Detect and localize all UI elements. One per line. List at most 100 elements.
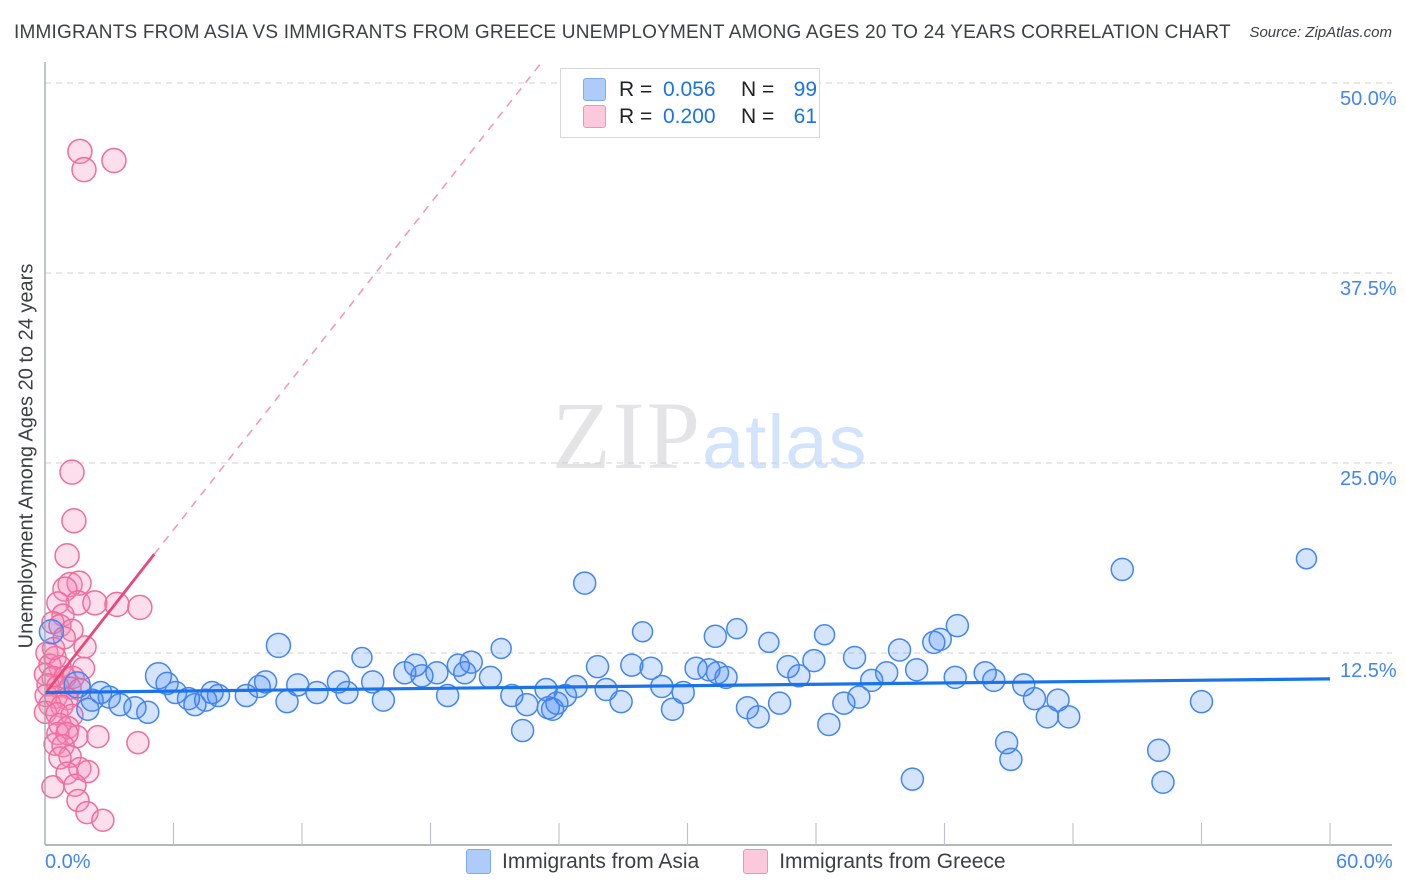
scatter-point-greece[interactable] <box>101 147 127 174</box>
scatter-point-asia[interactable] <box>478 665 503 690</box>
scatter-point-asia[interactable] <box>335 680 359 705</box>
scatter-point-asia[interactable] <box>945 613 970 638</box>
scatter-point-asia[interactable] <box>1295 548 1318 570</box>
scatter-point-greece[interactable] <box>41 775 65 799</box>
scatter-point-asia[interactable] <box>200 680 224 705</box>
scatter-point-asia[interactable] <box>1022 686 1047 711</box>
scatter-point-asia[interactable] <box>435 683 460 708</box>
scatter-point-greece[interactable] <box>52 576 78 602</box>
scatter-point-asia[interactable] <box>813 624 836 646</box>
zipatlas-watermark: ZIPatlas <box>552 388 868 491</box>
scatter-point-asia[interactable] <box>371 688 396 712</box>
scatter-point-asia[interactable] <box>247 674 271 699</box>
scatter-point-greece[interactable] <box>91 808 115 832</box>
scatter-point-asia[interactable] <box>1110 557 1135 582</box>
scatter-point-asia[interactable] <box>887 638 912 662</box>
scatter-point-asia[interactable] <box>206 683 231 708</box>
correlation-legend-row-asia: R = 0.056 N = 99 <box>561 76 819 103</box>
scatter-point-asia[interactable] <box>817 712 841 737</box>
scatter-point-asia[interactable] <box>510 718 535 743</box>
scatter-point-asia[interactable] <box>265 632 292 659</box>
scatter-point-asia[interactable] <box>1046 688 1070 712</box>
scatter-point-asia[interactable] <box>500 683 524 708</box>
greece-series-swatch <box>743 849 769 874</box>
correlation-legend-row-greece: R = 0.200 N = 61 <box>561 103 819 130</box>
scatter-point-asia[interactable] <box>253 670 278 694</box>
scatter-point-asia[interactable] <box>515 692 539 717</box>
series-legend: Immigrants from Asia Immigrants from Gre… <box>466 849 1006 874</box>
scatter-point-asia[interactable] <box>922 630 946 655</box>
scatter-point-asia[interactable] <box>847 685 871 709</box>
scatter-point-asia[interactable] <box>123 695 147 720</box>
scatter-point-asia[interactable] <box>982 668 1006 693</box>
scatter-point-asia[interactable] <box>842 645 867 670</box>
scatter-point-asia[interactable] <box>108 692 132 717</box>
greece-legend-swatch <box>583 105 606 128</box>
scatter-point-asia[interactable] <box>900 767 925 791</box>
scatter-point-greece[interactable] <box>86 724 110 749</box>
scatter-point-asia[interactable] <box>620 653 644 677</box>
scatter-point-greece[interactable] <box>126 730 150 755</box>
scatter-point-asia[interactable] <box>714 665 738 690</box>
scatter-point-greece[interactable] <box>59 459 85 485</box>
scatter-point-asia[interactable] <box>1189 689 1214 714</box>
scatter-point-asia[interactable] <box>631 620 654 643</box>
scatter-point-asia[interactable] <box>639 656 663 680</box>
scatter-point-asia[interactable] <box>136 700 160 725</box>
scatter-point-asia[interactable] <box>928 627 952 652</box>
greece-series-label: Immigrants from Greece <box>779 849 1006 873</box>
scatter-point-asia[interactable] <box>703 624 728 649</box>
scatter-point-greece[interactable] <box>66 788 90 813</box>
scatter-point-asia[interactable] <box>726 617 748 640</box>
scatter-point-greece[interactable] <box>66 570 92 596</box>
source-attribution: Source: ZipAtlas.com <box>1249 24 1392 41</box>
scatter-point-asia[interactable] <box>767 691 792 715</box>
scatter-point-asia[interactable] <box>832 691 856 715</box>
scatter-point-asia[interactable] <box>410 664 434 688</box>
scatter-point-asia[interactable] <box>351 646 373 669</box>
asia-series-label: Immigrants from Asia <box>502 849 700 873</box>
scatter-point-asia[interactable] <box>459 650 483 674</box>
asia-series-swatch <box>466 849 491 874</box>
r-label: R = <box>619 104 653 128</box>
n-value-greece: 61 <box>793 104 817 128</box>
scatter-point-greece[interactable] <box>54 542 80 569</box>
scatter-point-asia[interactable] <box>155 671 179 696</box>
n-value-asia: 99 <box>793 77 817 101</box>
scatter-point-asia[interactable] <box>609 689 633 714</box>
scatter-point-greece[interactable] <box>48 746 72 770</box>
scatter-point-asia[interactable] <box>999 747 1023 772</box>
scatter-point-greece[interactable] <box>71 656 96 680</box>
scatter-point-asia[interactable] <box>1056 705 1081 729</box>
scatter-point-greece[interactable] <box>127 594 153 621</box>
scatter-point-greece[interactable] <box>71 156 97 183</box>
scatter-point-asia[interactable] <box>943 665 967 690</box>
legend-item-greece: Immigrants from Greece <box>743 849 1006 874</box>
scatter-point-asia[interactable] <box>490 637 512 660</box>
scatter-point-asia[interactable] <box>1146 738 1171 763</box>
scatter-point-greece[interactable] <box>82 590 108 616</box>
scatter-point-asia[interactable] <box>874 661 899 685</box>
scatter-point-asia[interactable] <box>802 648 826 673</box>
scatter-point-greece[interactable] <box>55 761 79 785</box>
scatter-point-asia[interactable] <box>193 688 218 712</box>
scatter-point-asia[interactable] <box>38 618 65 645</box>
scatter-point-asia[interactable] <box>758 631 780 654</box>
scatter-point-greece[interactable] <box>61 508 87 534</box>
scatter-point-asia[interactable] <box>572 571 597 595</box>
scatter-point-greece[interactable] <box>46 591 70 615</box>
scatter-point-asia[interactable] <box>1151 770 1175 794</box>
scatter-point-asia[interactable] <box>746 705 770 729</box>
scatter-point-asia[interactable] <box>859 668 884 693</box>
scatter-point-asia[interactable] <box>585 654 610 679</box>
scatter-point-asia[interactable] <box>425 661 449 685</box>
scatter-point-asia[interactable] <box>305 680 329 705</box>
scatter-point-asia[interactable] <box>787 664 811 688</box>
scatter-point-greece[interactable] <box>52 626 77 650</box>
x-tick-label-max: 60.0% <box>1336 851 1393 873</box>
scatter-point-asia[interactable] <box>904 657 929 682</box>
scatter-point-asia[interactable] <box>660 697 685 721</box>
greece-trendline-extension <box>153 61 543 555</box>
